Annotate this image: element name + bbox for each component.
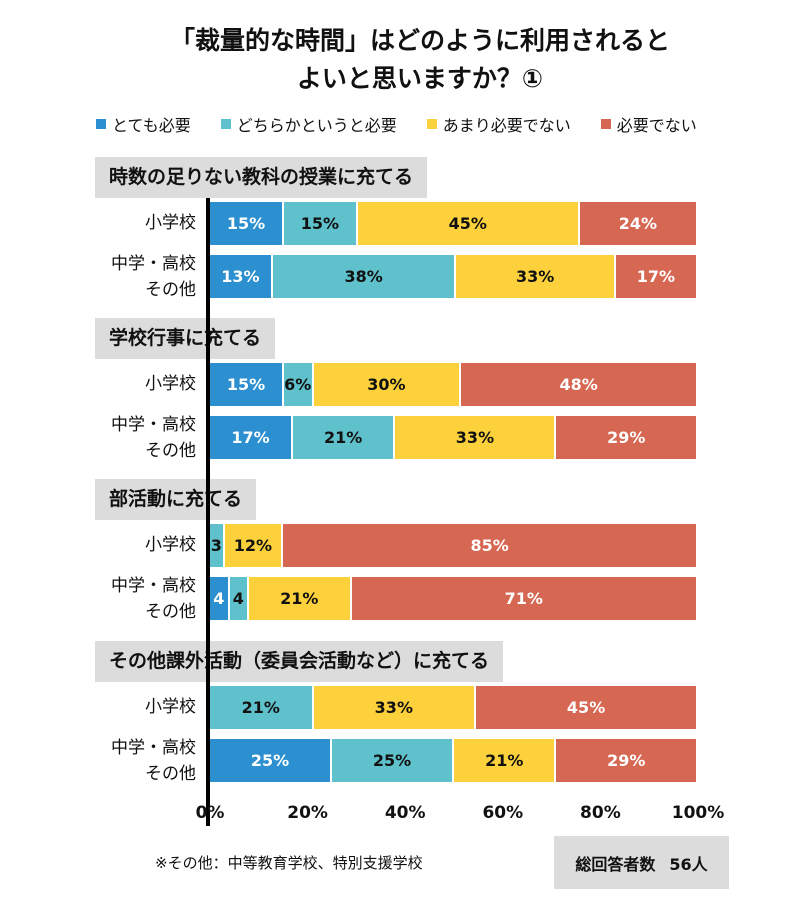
row-label: 中学・高校 その他 xyxy=(111,415,196,461)
bar-segment: 17% xyxy=(210,416,293,459)
data-label: 33% xyxy=(455,428,495,447)
data-label: 24% xyxy=(618,214,657,233)
data-label: 17% xyxy=(231,428,270,447)
data-label: 15% xyxy=(300,214,340,233)
data-label: 29% xyxy=(607,428,646,447)
data-label: 29% xyxy=(607,751,646,770)
bar-segment: 29% xyxy=(556,739,698,782)
legend-swatch xyxy=(426,119,437,129)
x-tick-label: 20% xyxy=(287,803,328,823)
legend: とても必要 どちらかというと必要 あまり必要でない 必要でない xyxy=(96,112,697,136)
data-label: 25% xyxy=(250,751,290,770)
bar-segment: 33% xyxy=(395,416,557,459)
bar-segment: 33% xyxy=(456,255,616,298)
x-tick-label: 80% xyxy=(580,803,621,823)
bar-segment: 21% xyxy=(249,577,352,620)
legend-label: とても必要 xyxy=(112,116,191,135)
x-tick-label: 60% xyxy=(482,803,524,823)
row-label: 中学・高校 その他 xyxy=(111,738,196,784)
row-label: 小学校 xyxy=(145,213,196,233)
legend-item: 必要でない xyxy=(600,112,697,136)
bar-segment: 45% xyxy=(357,202,580,245)
bar-segment: 15% xyxy=(210,202,284,245)
chart-title: 「裁量的な時間」はどのように利用されると よいと思いますか？① xyxy=(169,26,670,93)
total-value: 56人 xyxy=(669,854,708,874)
legend-swatch xyxy=(600,119,611,129)
legend-item: あまり必要でない xyxy=(426,112,571,136)
bar-segment: 21% xyxy=(210,686,314,729)
bar-segment: 21% xyxy=(292,416,396,459)
data-label: 6% xyxy=(284,375,312,394)
bar-segment: 4 xyxy=(210,577,230,620)
bar-segment: 3 xyxy=(210,524,225,567)
data-label: 21% xyxy=(485,751,524,770)
bar-segment: 15% xyxy=(283,202,358,245)
data-label: 4 xyxy=(213,589,225,608)
data-label: 21% xyxy=(324,428,363,447)
bar-segment: 33% xyxy=(313,686,477,729)
bar-segment: 12% xyxy=(224,524,284,567)
row-label: 中学・高校 その他 xyxy=(111,576,196,622)
bar-segment: 30% xyxy=(313,363,462,406)
group-header: 部活動に充てる xyxy=(95,479,257,520)
data-label: 45% xyxy=(448,214,487,233)
group-header: その他課外活動（委員会活動など）に充てる xyxy=(95,641,504,682)
axis-line xyxy=(206,198,210,784)
row-label: 小学校 xyxy=(145,535,196,555)
data-label: 15% xyxy=(226,375,266,394)
data-label: 12% xyxy=(233,536,273,555)
bar-segment: 85% xyxy=(283,524,698,567)
bar-segment: 29% xyxy=(556,416,698,459)
bar-segment: 25% xyxy=(332,739,454,782)
legend-swatch xyxy=(220,119,231,129)
data-label: 21% xyxy=(241,698,280,717)
data-label: 13% xyxy=(221,267,260,286)
legend-label: どちらかというと必要 xyxy=(236,116,397,135)
legend-item: とても必要 xyxy=(96,112,191,136)
bar-segment: 6% xyxy=(283,363,314,406)
bar-segment: 17% xyxy=(615,255,698,298)
bar-segment: 48% xyxy=(461,363,698,406)
total-label: 総回答者数 xyxy=(575,854,656,874)
data-label: 48% xyxy=(559,375,598,394)
legend-label: 必要でない xyxy=(616,116,697,135)
row-label: 小学校 xyxy=(145,697,196,717)
bar-segment: 38% xyxy=(272,255,457,298)
row-label: 中学・高校 その他 xyxy=(111,254,196,300)
legend-label: あまり必要でない xyxy=(442,116,571,135)
bar-segment: 15% xyxy=(210,363,284,406)
data-label: 17% xyxy=(636,267,676,286)
data-label: 71% xyxy=(504,589,543,608)
x-tick-label: 40% xyxy=(384,803,426,823)
data-label: 30% xyxy=(367,375,406,394)
data-label: 45% xyxy=(566,698,606,717)
group-header: 時数の足りない教科の授業に充てる xyxy=(95,157,428,198)
x-tick-label: 100% xyxy=(671,803,725,823)
bar-segment: 25% xyxy=(210,739,332,782)
bar-segment: 4 xyxy=(229,577,250,620)
data-label: 33% xyxy=(374,698,413,717)
footnote: ※その他：中等教育学校、特別支援学校 xyxy=(155,854,423,872)
legend-item: どちらかというと必要 xyxy=(220,112,397,136)
data-label: 85% xyxy=(470,536,509,555)
data-label: 38% xyxy=(344,267,383,286)
data-label: 3 xyxy=(210,536,222,555)
x-tick-label: 0% xyxy=(195,803,225,823)
bar-segment: 21% xyxy=(454,739,557,782)
data-label: 21% xyxy=(280,589,319,608)
bar-segment: 13% xyxy=(210,255,273,298)
data-label: 25% xyxy=(372,751,412,770)
group-header: 学校行事に充てる xyxy=(95,318,276,359)
bar-segment: 24% xyxy=(579,202,698,245)
bar-segment: 71% xyxy=(351,577,698,620)
data-label: 33% xyxy=(515,267,555,286)
data-label: 4 xyxy=(232,589,244,608)
bar-segment: 45% xyxy=(476,686,698,729)
legend-swatch xyxy=(96,119,106,129)
total-respondents-box: 総回答者数 56人 xyxy=(554,836,729,889)
data-label: 15% xyxy=(226,214,266,233)
row-label: 小学校 xyxy=(145,374,196,394)
